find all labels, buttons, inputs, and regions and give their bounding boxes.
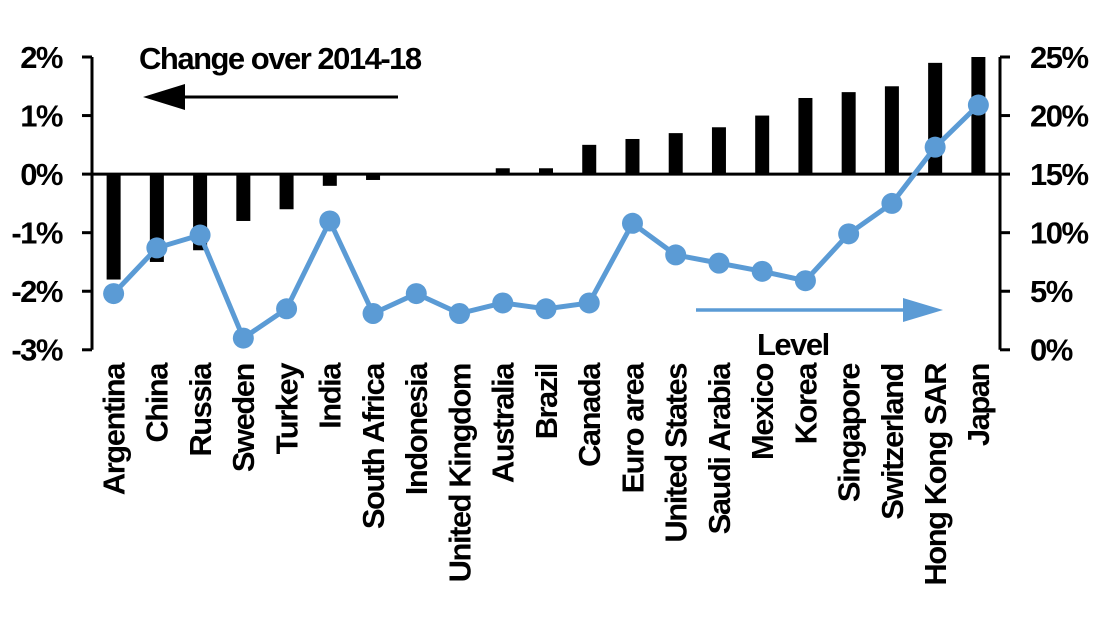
bar-switzerland	[884, 86, 899, 175]
category-label-brazil: Brazil	[529, 364, 564, 439]
line-marker-united-states	[665, 244, 687, 266]
bar-singapore	[841, 92, 856, 175]
line-marker-turkey	[276, 298, 298, 320]
category-label-australia: Australia	[486, 362, 521, 483]
line-marker-canada	[578, 292, 600, 314]
bar-saudi-arabia	[711, 127, 726, 175]
bar-sweden	[236, 174, 251, 221]
bar-turkey	[279, 174, 294, 210]
bar-japan	[971, 57, 986, 175]
category-label-switzerland: Switzerland	[875, 364, 910, 520]
bar-brazil	[539, 168, 553, 175]
category-label-euro-area: Euro area	[615, 362, 650, 494]
bar-south-africa	[366, 174, 381, 180]
category-label-united-states: United States	[659, 364, 694, 543]
bar-series-annotation: Change over 2014-18	[139, 41, 422, 76]
bar-korea	[798, 97, 813, 175]
line-marker-india	[319, 210, 341, 232]
line-group	[103, 94, 989, 349]
category-label-russia: Russia	[183, 362, 218, 457]
category-label-argentina: Argentina	[96, 362, 131, 495]
category-label-turkey: Turkey	[269, 362, 304, 455]
line-marker-south-africa	[362, 302, 384, 324]
line-marker-argentina	[103, 283, 125, 305]
left-tick-label--2-: -2%	[11, 274, 63, 309]
right-tick-label-0-: 0%	[1030, 333, 1073, 368]
category-label-indonesia: Indonesia	[399, 362, 434, 495]
right-tick-label-10-: 10%	[1030, 216, 1088, 251]
right-tick-label-5-: 5%	[1030, 274, 1073, 309]
line-marker-brazil	[535, 298, 557, 320]
bar-canada	[582, 144, 597, 175]
bar-mexico	[755, 115, 770, 175]
left-tick-label-2-: 2%	[20, 40, 63, 75]
annotation-arrows	[143, 84, 943, 322]
line-marker-united-kingdom	[449, 302, 471, 324]
category-label-south-africa: South Africa	[356, 362, 391, 529]
category-label-india: India	[313, 362, 348, 429]
line-series-annotation: Level	[757, 327, 830, 362]
left-tick-label--1-: -1%	[11, 216, 63, 251]
bars-group	[106, 57, 986, 280]
category-label-united-kingdom: United Kingdom	[442, 364, 477, 582]
line-marker-euro-area	[621, 212, 643, 234]
bar-india	[322, 174, 337, 186]
left-tick-label--3-: -3%	[11, 333, 63, 368]
line-marker-sweden	[232, 327, 254, 349]
bar-argentina	[106, 174, 121, 280]
right-tick-label-15-: 15%	[1030, 157, 1088, 192]
category-label-china: China	[140, 362, 175, 443]
line-marker-australia	[492, 292, 514, 314]
category-label-hong-kong-sar: Hong Kong SAR	[918, 363, 953, 586]
bar-euro-area	[625, 138, 640, 175]
category-label-canada: Canada	[572, 362, 607, 467]
category-label-japan: Japan	[961, 363, 996, 446]
line-marker-saudi-arabia	[708, 252, 730, 274]
level-arrow-right-icon	[903, 298, 943, 322]
category-label-sweden: Sweden	[226, 363, 261, 472]
line-marker-switzerland	[881, 192, 903, 214]
line-marker-mexico	[751, 260, 773, 282]
line-marker-korea	[794, 270, 816, 292]
left-tick-label-1-: 1%	[20, 98, 63, 133]
right-tick-label-20-: 20%	[1030, 98, 1088, 133]
category-axis: Argentina China Russia Sweden Turkey India Sou…	[96, 362, 996, 586]
line-marker-hong-kong-sar	[924, 136, 946, 158]
line-marker-china	[146, 237, 168, 259]
bar-australia	[495, 168, 510, 175]
axes-group: 2% 1% 0% -1% -2% -3% 25% 20% 15% 10% 5% 0%	[11, 40, 1090, 368]
category-label-singapore: Singapore	[832, 363, 867, 502]
left-tick-label-0-: 0%	[20, 157, 63, 192]
line-marker-indonesia	[405, 283, 427, 305]
line-marker-singapore	[838, 223, 860, 245]
change-arrow-left-icon	[143, 84, 185, 110]
category-label-mexico: Mexico	[745, 363, 780, 460]
line-marker-russia	[189, 224, 211, 246]
right-tick-label-25-: 25%	[1030, 40, 1088, 75]
line-marker-japan	[967, 94, 989, 116]
bar-united-states	[668, 133, 683, 175]
category-label-saudi-arabia: Saudi Arabia	[702, 362, 737, 535]
category-label-korea: Korea	[788, 362, 823, 445]
